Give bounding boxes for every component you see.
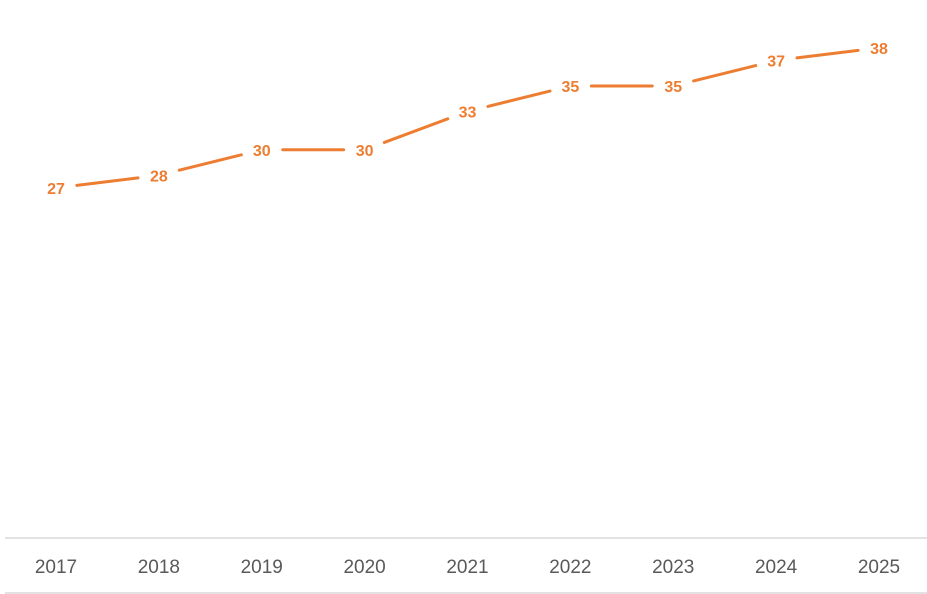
x-tick-label-2017: 2017 — [35, 557, 77, 578]
data-label-2020: 30 — [356, 143, 374, 160]
x-tick-label-2025: 2025 — [858, 557, 900, 578]
series-line-segment-2024-2025 — [795, 48, 860, 60]
data-label-2022: 35 — [561, 79, 579, 96]
series-layer — [75, 48, 860, 187]
series-line-segment-2021-2022 — [486, 89, 552, 108]
data-label-2019: 30 — [253, 143, 271, 160]
data-label-2018: 28 — [150, 168, 168, 185]
series-line-segment-2018-2019 — [177, 153, 243, 172]
data-label-layer: 27 28 30 30 33 35 35 37 38 — [47, 41, 888, 198]
series-line-segment-2017-2018 — [75, 176, 140, 187]
x-tick-label-2019: 2019 — [241, 557, 283, 578]
x-tick-label-2018: 2018 — [138, 557, 180, 578]
x-tick-label-2022: 2022 — [549, 557, 591, 578]
series-line-segment-2023-2024 — [692, 64, 758, 83]
data-label-2025: 38 — [870, 41, 888, 58]
x-tick-label-2024: 2024 — [755, 557, 798, 578]
data-label-2017: 27 — [47, 181, 65, 198]
data-label-2024: 37 — [767, 54, 785, 71]
x-axis: 2017 2018 2019 2020 2021 2022 2023 2024 2025 — [5, 537, 927, 594]
data-label-2021: 33 — [459, 105, 477, 122]
data-label-2023: 35 — [664, 79, 682, 96]
x-tick-label-2020: 2020 — [343, 557, 385, 578]
series-line-segment-2020-2021 — [382, 117, 450, 144]
x-tick-label-2021: 2021 — [446, 557, 488, 578]
x-tick-label-2023: 2023 — [652, 557, 694, 578]
